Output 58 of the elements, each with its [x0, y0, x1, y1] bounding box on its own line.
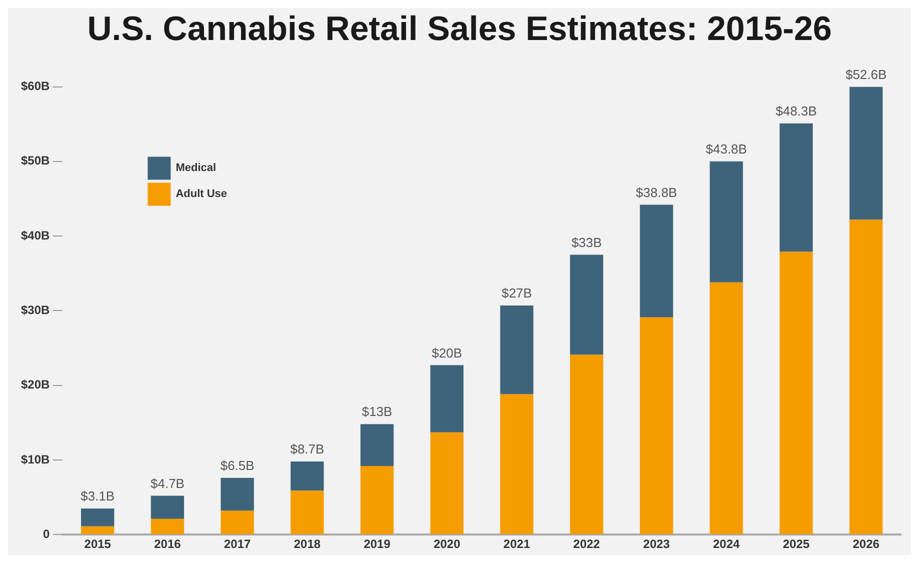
bar: [150, 518, 184, 534]
y-tick-label: $40B: [21, 228, 50, 242]
bar: [780, 123, 813, 252]
bar: [849, 86, 883, 220]
annotation: $33B: [571, 234, 602, 250]
annotation: $6.5B: [220, 458, 254, 473]
y-tick-label: 0: [43, 526, 50, 541]
annotation: $38.8B: [636, 184, 678, 200]
legend-label: Adult Use: [176, 188, 228, 200]
annotation: $20B: [432, 345, 462, 360]
x-tick-label: 2018: [294, 537, 321, 552]
y-tick-label: $50B: [21, 154, 50, 168]
bar: [150, 496, 184, 519]
bar: [570, 354, 604, 534]
x-tick-label: 2024: [713, 537, 740, 552]
y-tick-label: $10B: [21, 452, 50, 466]
x-tick-label: 2026: [852, 537, 880, 552]
x-tick-label: 2015: [84, 537, 112, 552]
bar: [290, 490, 324, 534]
annotation: $13B: [362, 404, 392, 420]
annotation: $43.8B: [706, 142, 747, 157]
chart-title: U.S. Cannabis Retail Sales Estimates: 2015-26: [87, 10, 832, 48]
annotation: $8.7B: [290, 442, 324, 457]
y-tick-label: $30B: [21, 303, 50, 318]
annotation: $3.1B: [80, 488, 115, 504]
annotation: $4.7B: [150, 476, 184, 491]
x-tick-label: 2022: [573, 537, 600, 552]
bar: [360, 424, 394, 466]
bar: [500, 394, 534, 534]
bar: [430, 365, 464, 432]
bar: [290, 461, 324, 491]
x-tick-label: 2017: [224, 537, 252, 552]
x-tick-label: 2021: [503, 537, 530, 552]
bar: [780, 252, 813, 534]
y-tick-label: $20B: [21, 378, 50, 392]
bar: [81, 508, 114, 526]
annotation: $27B: [502, 286, 532, 301]
bar: [220, 478, 254, 511]
bar: [570, 254, 604, 355]
bar: [640, 204, 674, 318]
bar: [849, 220, 883, 534]
annotation: $48.3B: [776, 103, 817, 118]
annotation: $52.6B: [845, 66, 887, 82]
x-tick-label: 2023: [643, 537, 670, 552]
bar: [500, 305, 534, 394]
bar: [81, 526, 114, 534]
bar: [710, 161, 743, 282]
bar: [220, 510, 254, 534]
bar: [360, 466, 394, 534]
x-tick-label: 2019: [364, 537, 391, 552]
bar: [430, 432, 464, 534]
x-tick-label: 2020: [434, 537, 461, 552]
bar: [640, 317, 674, 534]
legend-label: Medical: [176, 162, 216, 174]
x-tick-label: 2025: [782, 537, 810, 552]
y-tick-label: $60B: [21, 79, 50, 94]
x-tick-label: 2016: [154, 537, 182, 552]
bar: [710, 282, 743, 534]
